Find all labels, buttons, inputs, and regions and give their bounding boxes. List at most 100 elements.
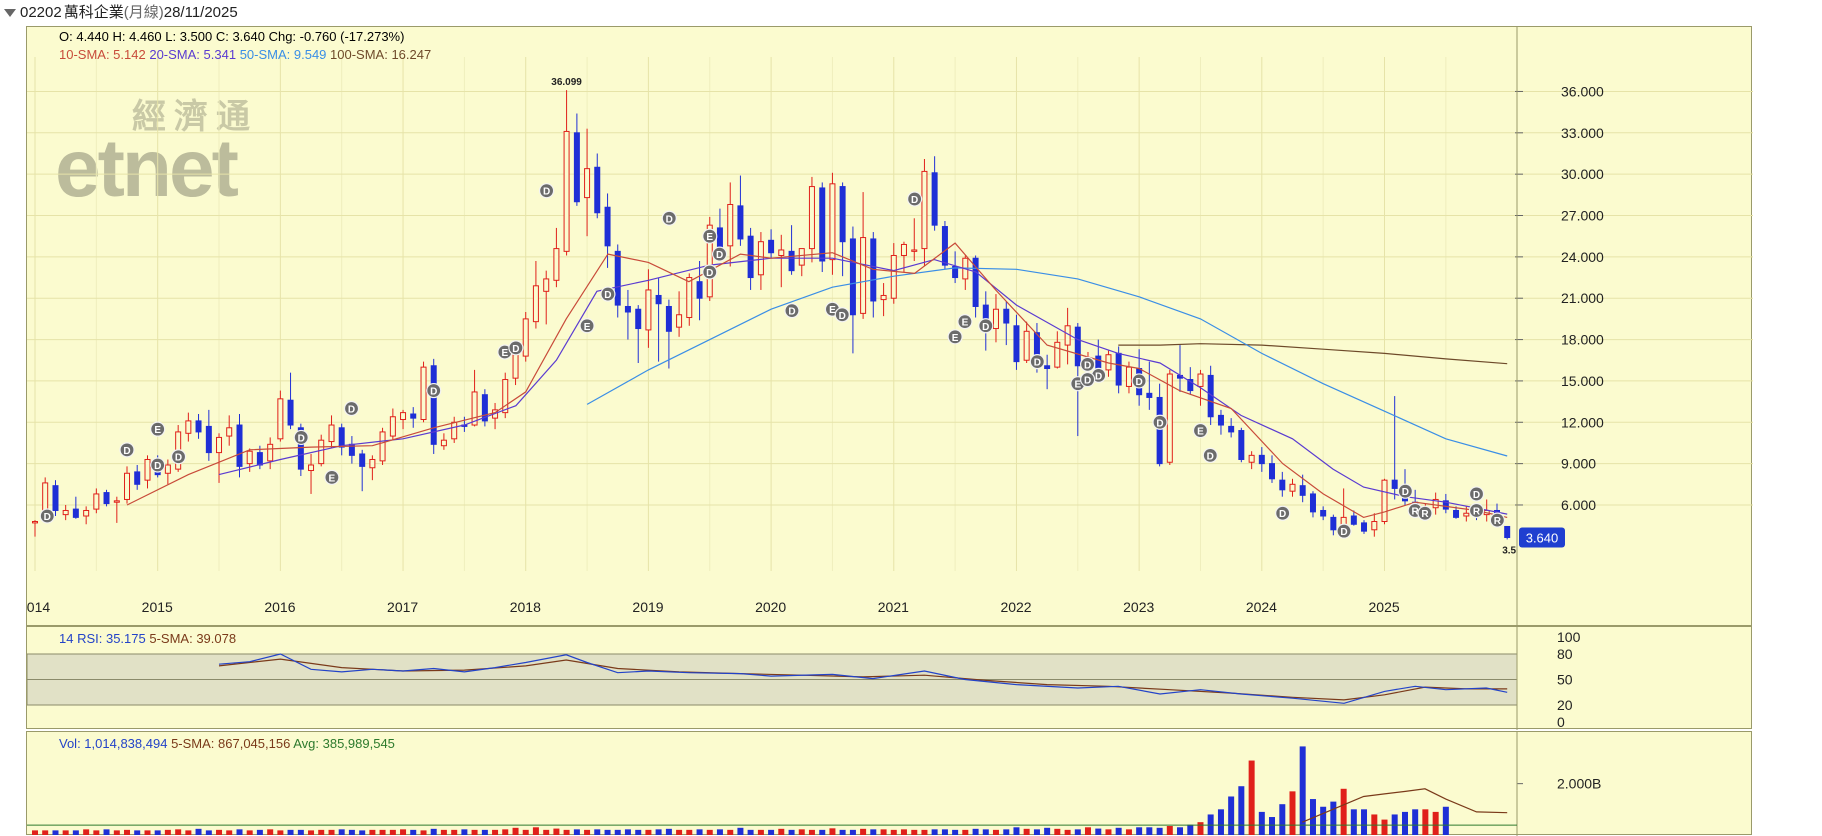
candle-body: [952, 266, 959, 279]
sma-legend: 10-SMA: 5.142 20-SMA: 5.341 50-SMA: 9.54…: [59, 47, 431, 62]
watermark-logo-en: etnet: [55, 123, 239, 214]
volume-bar: [522, 829, 529, 835]
candle-body: [921, 170, 928, 250]
event-marker-icon: [1080, 356, 1096, 372]
volume-bar: [338, 829, 345, 835]
event-marker-icon: [1417, 505, 1433, 521]
sma20-line: [218, 257, 1508, 515]
last-price-tag-label: 3.640: [1526, 531, 1559, 546]
volume-bar: [1361, 809, 1368, 835]
candle-body: [839, 186, 846, 243]
event-marker-icon: [907, 191, 923, 207]
volume-bar: [1309, 799, 1316, 835]
volume-bar: [808, 829, 815, 835]
candle-body: [1504, 525, 1511, 539]
event-marker-label: R: [1412, 506, 1420, 517]
candle-body: [267, 443, 274, 462]
volume-bar: [83, 829, 90, 835]
volume-bar: [880, 829, 887, 835]
volume-bar: [737, 827, 744, 835]
rsi-sma-legend: 5-SMA: 39.078: [149, 631, 237, 646]
candle-body: [788, 250, 795, 272]
candle-body: [481, 394, 488, 422]
event-marker-label: D: [543, 187, 550, 198]
candle-body: [1320, 509, 1327, 517]
volume-panel[interactable]: 2.000B Vol: 1,014,838,494 5-SMA: 867,045…: [26, 731, 1752, 836]
candle-body: [941, 226, 948, 266]
candle-body: [1187, 379, 1194, 392]
year-label: 2018: [510, 599, 541, 615]
volume-bar: [778, 828, 785, 835]
volume-bar: [492, 829, 499, 835]
volume-bar: [941, 829, 948, 835]
price-chart-svg: 36.000 33.000 30.000 27.000 24.000 21.000 18.0…: [27, 27, 1753, 627]
candle-body: [1197, 373, 1204, 387]
event-marker-label: D: [1034, 358, 1041, 369]
price-panel[interactable]: 經濟通 etnet 36.000 33.000 30.000 27.000 24.000…: [26, 26, 1753, 627]
candle-body: [1003, 308, 1010, 324]
volume-bar: [584, 829, 591, 835]
event-marker-label: E: [584, 322, 591, 333]
last-price-tag: [1519, 527, 1565, 548]
candle-body: [972, 257, 979, 307]
event-marker-label: D: [982, 322, 989, 333]
volume-bar: [1432, 811, 1439, 835]
event-marker-label: D: [1095, 371, 1102, 382]
stock-symbol: 02202: [20, 4, 62, 21]
collapse-triangle-icon[interactable]: [4, 9, 16, 18]
year-label: 2016: [264, 599, 295, 615]
volume-bar: [921, 829, 928, 835]
event-marker-label: R: [1494, 516, 1502, 527]
volume-tick-label: 2.000B: [1557, 776, 1601, 792]
event-marker-icon: [834, 307, 850, 323]
price-tick-label: 15.000: [1561, 373, 1604, 389]
volume-bar: [103, 829, 110, 835]
volume-bar: [1125, 829, 1132, 835]
candle-body: [665, 305, 672, 332]
event-marker-icon: [579, 318, 595, 334]
volume-bar: [318, 829, 325, 835]
candle-body: [798, 248, 805, 266]
volume-bar: [216, 829, 223, 835]
candle-body: [1095, 355, 1102, 370]
candle-body: [113, 500, 120, 503]
volume-bar: [1013, 827, 1020, 835]
candle-body: [297, 427, 304, 470]
candle-body: [440, 439, 447, 447]
event-marker-icon: [39, 508, 55, 524]
rsi-panel[interactable]: 100 80 50 20 0 14 RSI: 35.175 5-SMA: 39.078: [26, 626, 1752, 730]
event-marker-icon: [1152, 414, 1168, 430]
volume-bar: [369, 829, 376, 835]
price-tick-label: 30.000: [1561, 166, 1604, 182]
event-marker-icon: [343, 400, 360, 417]
sma10-legend: 10-SMA: 5.142: [59, 47, 146, 62]
volume-bar: [113, 830, 120, 835]
volume-bar: [645, 829, 652, 835]
volume-bar: [553, 828, 560, 835]
candle-body: [737, 205, 744, 240]
price-tick-label: 12.000: [1561, 414, 1604, 430]
volume-bar: [461, 829, 468, 835]
candle-body: [604, 206, 611, 247]
volume-bar: [42, 830, 49, 835]
event-marker-label: D: [1402, 487, 1409, 498]
volume-bar: [62, 830, 69, 835]
event-marker-icon: [957, 314, 973, 330]
volume-bar: [768, 829, 775, 835]
event-marker-icon: [150, 421, 166, 437]
volume-bar: [1054, 828, 1061, 835]
volume-bar: [839, 829, 846, 835]
volume-bar: [635, 829, 642, 835]
candle-body: [1463, 512, 1470, 517]
event-marker-icon: [426, 382, 442, 399]
event-marker-label: D: [175, 453, 182, 464]
candle-body: [1432, 498, 1439, 509]
candle-body: [318, 439, 325, 465]
chart-date: 28/11/2025: [163, 4, 238, 21]
candle-body: [512, 354, 519, 379]
event-marker-label: E: [1197, 427, 1204, 438]
event-marker-label: E: [962, 318, 969, 329]
candle-body: [553, 248, 560, 281]
volume-bar: [890, 829, 897, 835]
event-marker-label: D: [298, 433, 305, 444]
